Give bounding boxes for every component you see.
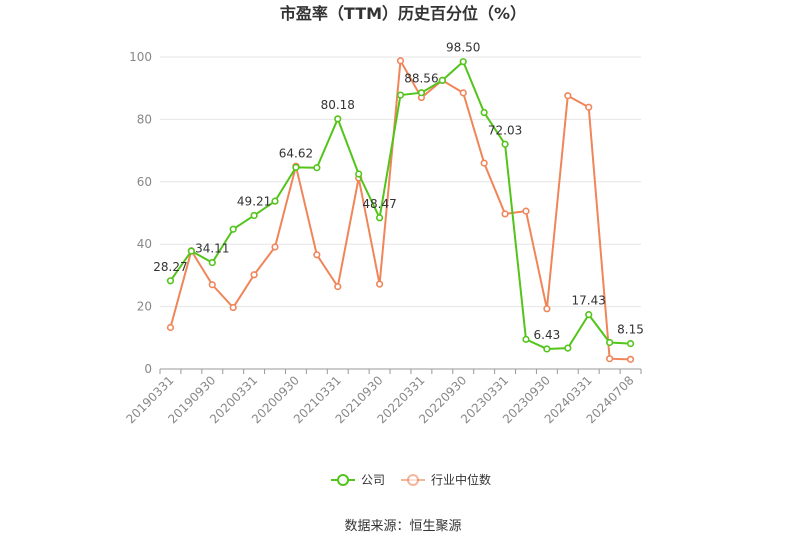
data-labels: 28.27 34.11 49.21 64.62 80.18 48.47 88.56 98.50… [153, 41, 644, 342]
data-point [522, 207, 530, 215]
data-point [396, 57, 405, 65]
data-point [250, 211, 258, 220]
data-point [313, 251, 321, 259]
legend-label: 公司 [361, 473, 385, 487]
data-point [480, 108, 488, 117]
series-1 [166, 57, 635, 363]
data-point [334, 283, 342, 291]
data-point [480, 159, 488, 167]
y-tick-label: 80 [137, 112, 152, 126]
legend-label: 行业中位数 [431, 472, 491, 487]
data-label: 49.21 [237, 194, 271, 208]
data-point [585, 311, 593, 319]
data-label: 98.50 [446, 41, 480, 55]
data-label: 64.62 [279, 146, 313, 160]
data-label: 72.03 [488, 123, 522, 137]
legend-item-1[interactable]: 行业中位数 [401, 472, 491, 487]
data-source: 数据来源：恒生聚源 [344, 519, 461, 534]
series-line [169, 59, 631, 361]
data-point [585, 103, 593, 111]
data-point [187, 247, 195, 255]
y-tick-label: 0 [144, 362, 152, 376]
data-label: 34.11 [195, 242, 229, 256]
data-point [229, 225, 237, 233]
data-point [564, 92, 572, 100]
data-point [543, 305, 551, 313]
y-tick-label: 60 [137, 175, 152, 189]
legend-marker [407, 474, 419, 486]
data-point [543, 345, 551, 353]
data-point [501, 140, 509, 148]
data-label: 17.43 [572, 294, 606, 308]
data-point [564, 344, 572, 352]
chart-title: 市盈率（TTM）历史百分位（%） [280, 4, 526, 23]
data-point [501, 210, 509, 218]
data-point [271, 197, 279, 205]
data-label: 28.27 [153, 260, 187, 274]
data-point [292, 163, 300, 171]
legend-item-0[interactable]: 公司 [331, 473, 385, 487]
data-label: 80.18 [321, 98, 355, 112]
data-point [334, 115, 342, 123]
data-point [459, 58, 467, 66]
data-point [626, 355, 635, 363]
series-0 [166, 58, 635, 353]
data-label: 8.15 [617, 323, 644, 337]
legend-marker [337, 474, 349, 486]
data-point [355, 170, 363, 178]
data-label: 6.43 [534, 328, 561, 342]
data-point [208, 258, 216, 267]
series-layer [166, 57, 635, 363]
data-point [606, 338, 614, 347]
y-axis: 0 20 40 60 80 100 [129, 50, 152, 376]
y-tick-label: 100 [129, 50, 152, 64]
data-point [166, 277, 175, 285]
data-point [396, 91, 405, 99]
legend[interactable]: 公司 行业中位数 [331, 472, 491, 487]
y-tick-label: 20 [137, 300, 152, 314]
data-point [208, 281, 216, 289]
data-point [459, 89, 467, 97]
x-axis: 2019033120190930202003312020093020210331… [123, 368, 642, 426]
data-point [313, 164, 321, 172]
data-point [166, 323, 175, 332]
data-point [606, 355, 614, 363]
data-point [375, 280, 384, 288]
data-point [522, 335, 530, 343]
data-point [626, 339, 635, 348]
data-label: 48.47 [362, 197, 396, 211]
data-label: 88.56 [404, 72, 438, 86]
data-point [417, 89, 426, 97]
y-tick-label: 40 [137, 237, 152, 251]
data-point [438, 76, 446, 84]
data-point [229, 303, 237, 312]
data-point [250, 271, 258, 279]
data-point [375, 214, 384, 222]
data-point [271, 243, 279, 251]
grid [160, 56, 641, 308]
